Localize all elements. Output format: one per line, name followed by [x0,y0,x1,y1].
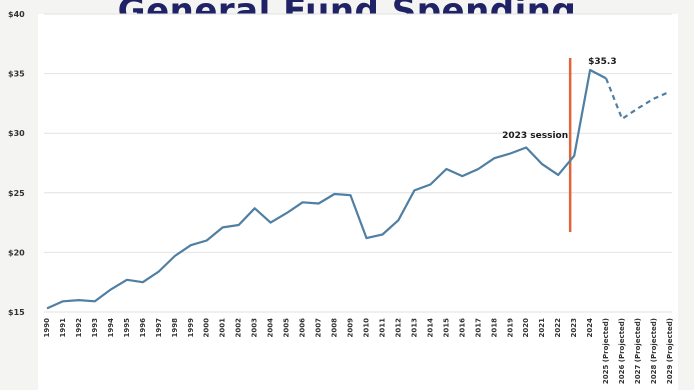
session-annotation: 2023 session [502,131,568,141]
x-tick-label: 1995 [123,318,131,338]
x-tick-label: 2023 [570,318,578,338]
y-tick-label: $25 [8,189,25,198]
series-line-projected [605,77,671,121]
y-tick-label: $30 [8,129,25,138]
x-tick-label: 2022 [554,318,562,338]
x-tick-label: 1993 [91,318,99,338]
x-tick-label: 2020 [522,318,530,338]
series-line-actual [46,68,607,310]
x-tick-label: 2019 [506,318,514,338]
x-tick-label: 2007 [315,318,323,338]
x-tick-label: 2001 [219,318,227,338]
x-tick-label: 1991 [59,318,67,338]
x-tick-label: 2000 [203,318,211,338]
x-tick-label: 2014 [426,318,434,338]
x-tick-label: 2010 [362,318,370,338]
gridlines [44,13,672,313]
x-tick-label: 2025 (Projected) [602,318,610,384]
x-tick-label: 2024 [586,318,594,338]
x-tick-label: 1997 [155,318,163,338]
y-tick-label: $15 [8,308,25,317]
plot-background [38,14,678,390]
x-tick-label: 2013 [410,318,418,338]
x-tick-label: 2002 [235,318,243,338]
x-tick-label: 2005 [283,318,291,338]
y-tick-label: $40 [8,10,25,19]
x-tick-label: 2006 [299,318,307,338]
x-tick-label: 1999 [187,318,195,338]
x-tick-label: 2016 [458,318,466,338]
x-tick-label: 2017 [474,318,482,338]
x-tick-label: 2027 (Projected) [634,318,642,384]
x-tick-label: 2009 [347,318,355,338]
x-tick-label: 2008 [331,318,339,338]
y-tick-label: $20 [8,248,25,257]
x-tick-label: 2004 [267,318,275,338]
x-tick-label: 2029 (Projected) [666,318,674,384]
y-axis: $15 $20 $25 $30 $35 $40 [8,10,25,317]
x-tick-label: 2028 (Projected) [650,318,658,384]
x-tick-label: 1990 [43,318,51,338]
x-tick-label: 2015 [442,318,450,338]
x-tick-label: 1994 [107,318,115,338]
x-tick-label: 2012 [394,318,402,338]
y-tick-label: $35 [8,70,25,79]
x-tick-label: 1992 [75,318,83,338]
x-tick-label: 2021 [538,318,546,338]
x-tick-label: 2018 [490,318,498,338]
x-tick-label: 2011 [378,318,386,338]
x-tick-label: 2026 (Projected) [618,318,626,384]
x-tick-label: 1996 [139,318,147,338]
x-tick-label: 2003 [251,318,259,338]
x-axis: 1990 1991 1992 1993 1994 1995 1996 1997 1998 1999… [43,318,674,384]
x-tick-label: 1998 [171,318,179,338]
peak-annotation: $35.3 [588,57,616,67]
